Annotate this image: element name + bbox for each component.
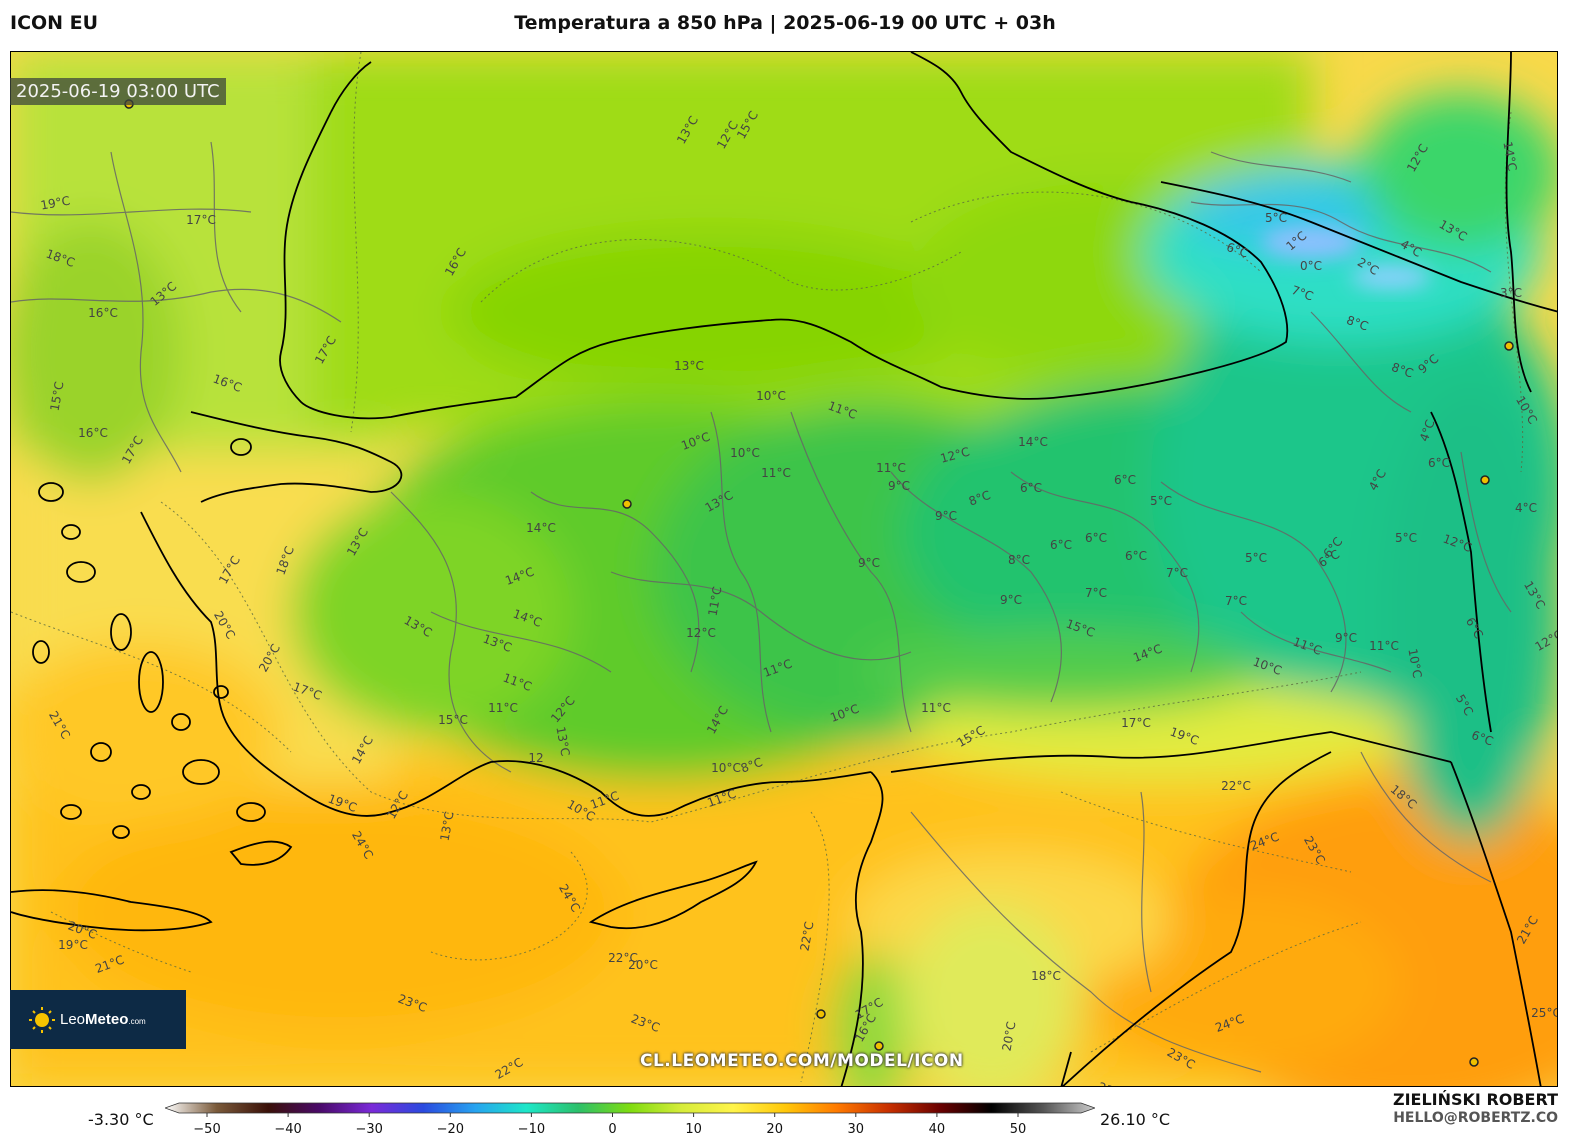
isotherm-label: 6°C	[1114, 473, 1136, 487]
isotherm-label: 12°C	[686, 626, 716, 640]
author-email[interactable]: HELLO@ROBERTZ.CO	[1393, 1110, 1558, 1126]
city-marker-icon[interactable]	[1480, 475, 1490, 485]
city-marker-icon[interactable]	[1504, 341, 1514, 351]
isotherm-label: 10°C	[756, 389, 786, 403]
isotherm-label: 15°C	[438, 713, 468, 727]
isotherm-label: 22°C	[798, 920, 817, 952]
isotherm-label: 10°C	[1405, 647, 1424, 679]
isotherm-label: 19°C	[39, 194, 71, 213]
isotherm-label: 11°C	[1369, 639, 1399, 653]
map-canvas: 19°C17°C18°C16°C16°C16°C17°C16°C13°C10°C…	[11, 52, 1558, 1087]
isotherm-label: 17°C	[1121, 716, 1151, 730]
coastlines	[140, 52, 1557, 1086]
isotherm-label: 11°C	[761, 466, 791, 480]
isotherm-label: 21°C	[1096, 1080, 1129, 1087]
isotherm-label: 5°C	[1245, 551, 1267, 565]
isotherm-label: 16°C	[88, 306, 118, 320]
isotherm-label: 11°C	[706, 585, 725, 617]
colorbar-tick-label: −40	[274, 1122, 301, 1137]
model-name: ICON EU	[10, 12, 99, 34]
isotherm-label: 5°C	[1395, 531, 1417, 545]
isotherm-label: 13°C	[553, 725, 572, 757]
islands	[11, 438, 758, 932]
colorbar-tick-label: 10	[685, 1122, 702, 1137]
sun-icon	[28, 1006, 56, 1034]
isotherm-label: 7°C	[1085, 586, 1107, 600]
colorbar-tick-label: −50	[193, 1122, 220, 1137]
isotherm-label: 0°C	[1300, 259, 1322, 273]
isotherm-label: 15°C	[48, 380, 67, 412]
isotherm-label: 6°C	[1085, 531, 1107, 545]
isotherm-label: 6°C	[1125, 549, 1147, 563]
isotherm-label: 9°C	[858, 556, 880, 570]
isotherm-label: 9°C	[888, 479, 910, 493]
map-title: Temperatura a 850 hPa | 2025-06-19 00 UT…	[514, 12, 1056, 34]
isotherm-label: 20°C	[628, 958, 658, 972]
isotherm-lines	[11, 52, 1524, 1083]
isotherm-label: 11°C	[921, 701, 951, 715]
isotherm-label: 14°C	[1500, 140, 1519, 172]
isotherm-label: 8°C	[1008, 553, 1030, 567]
isotherm-label: 20°C	[1000, 1020, 1019, 1052]
isotherm-label: 11°C	[488, 701, 518, 715]
temperature-map[interactable]: 19°C 17°C 18°C 16°C 16°C 16°C 17°C 16°C 13°C 10°C…	[10, 51, 1558, 1087]
isotherm-label: 19°C	[58, 938, 88, 952]
isotherm-label: 6°C	[1020, 481, 1042, 495]
isotherm-label: 9°C	[1335, 631, 1357, 645]
isotherm-label: 22°C	[608, 951, 638, 965]
colorbar-tick-label: −20	[437, 1122, 464, 1137]
city-marker-icon[interactable]	[1469, 1057, 1479, 1067]
isotherm-label: 7°C	[1166, 566, 1188, 580]
author-name: ZIELIŃSKI ROBERT	[1392, 1090, 1558, 1109]
colorbar-ramp	[163, 1102, 1097, 1114]
leometeo-logo[interactable]: LeoMeteo.com	[10, 990, 186, 1049]
isotherm-label: 18°C	[1031, 969, 1061, 983]
isotherm-label: 14°C	[526, 521, 556, 535]
colorbar-min-label: -3.30 °C	[88, 1110, 154, 1129]
isotherm-label: 16°C	[78, 426, 108, 440]
city-marker-icon[interactable]	[622, 499, 632, 509]
isotherm-label: 17°C	[186, 213, 216, 227]
isotherm-label: 9°C	[935, 509, 957, 523]
isotherm-label: 22°C	[1221, 779, 1251, 793]
colorbar-tick-label: 20	[766, 1122, 783, 1137]
colorbar-tick-label: −30	[355, 1122, 382, 1137]
isotherm-label: 10°C	[711, 761, 741, 775]
colorbar-tick-label: 30	[848, 1122, 865, 1137]
logo-text: LeoMeteo.com	[60, 1011, 146, 1028]
isotherm-label: 10°C	[730, 446, 760, 460]
isotherm-label: 9°C	[1000, 593, 1022, 607]
city-marker-icon[interactable]	[816, 1009, 826, 1019]
isotherm-label: 6°C	[1050, 538, 1072, 552]
colorbar-tick-label: 40	[929, 1122, 946, 1137]
isotherm-label: 11°C	[876, 461, 906, 475]
colorbar-tick-label: −10	[518, 1122, 545, 1137]
temperature-field	[11, 52, 1557, 1086]
source-url[interactable]: CL.LEOMETEO.COM/MODEL/ICON	[640, 1051, 964, 1071]
city-marker-icon[interactable]	[874, 1041, 884, 1051]
isotherm-label: 13°C	[674, 359, 704, 373]
isotherm-label: 12	[528, 751, 543, 765]
region-borders	[11, 141, 1512, 1073]
isotherm-label: 3°C	[1500, 286, 1522, 300]
isotherm-label: 4°C	[1515, 501, 1537, 515]
colorbar-tick-label: 50	[1010, 1122, 1027, 1137]
isotherm-label: 6°C	[1428, 456, 1450, 470]
isotherm-label: 7°C	[1225, 594, 1247, 608]
isotherm-label: 13°C	[438, 810, 457, 842]
isotherm-label: 5°C	[1265, 211, 1287, 225]
isotherm-label: 5°C	[1150, 494, 1172, 508]
isotherm-label: 14°C	[1018, 435, 1048, 449]
isotherm-label: 25°C	[1531, 1006, 1558, 1020]
colorbar-max-label: 26.10 °C	[1100, 1110, 1171, 1129]
colorbar: −50 −40 −30 −20 −10 0 10 20 30 40 50	[163, 1099, 1097, 1139]
colorbar-tick-label: 0	[608, 1122, 616, 1137]
valid-time-badge: 2025-06-19 03:00 UTC	[10, 78, 226, 105]
